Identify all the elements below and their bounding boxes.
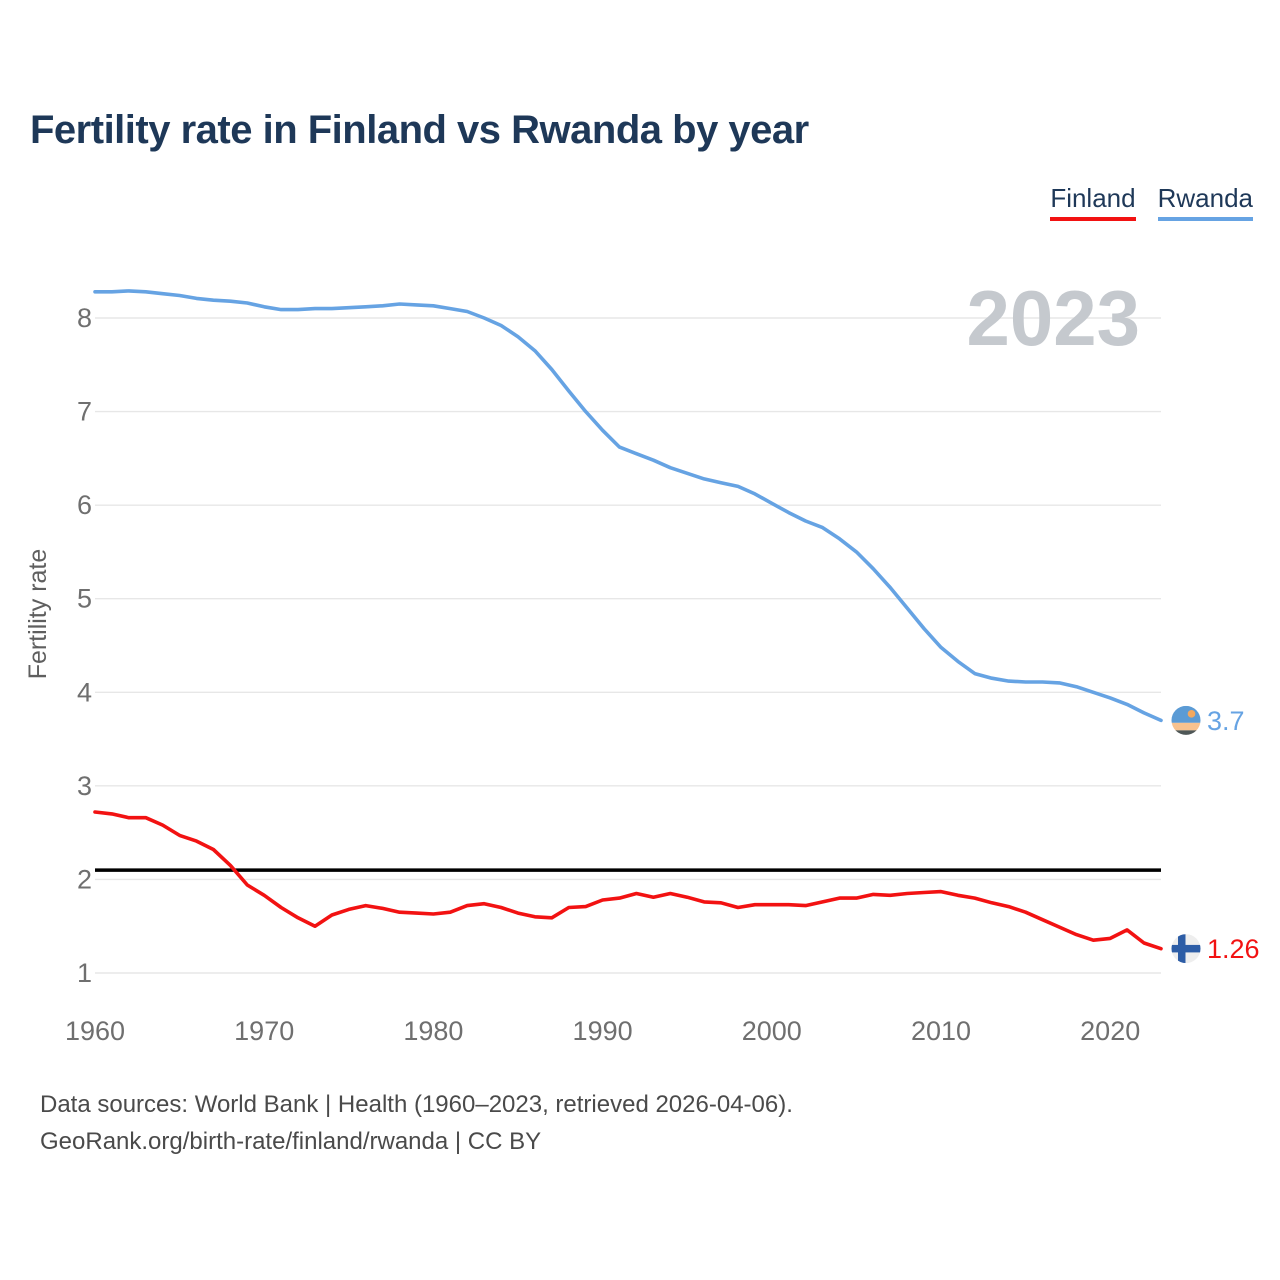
x-tick-label: 2000: [742, 1016, 802, 1046]
finland-flag-icon: [1171, 934, 1201, 964]
year-watermark: 2023: [966, 274, 1140, 362]
y-tick-label: 4: [77, 677, 92, 707]
legend-item-finland[interactable]: Finland: [1050, 184, 1136, 221]
y-tick-label: 1: [77, 958, 92, 988]
legend: Finland Rwanda: [1050, 184, 1253, 221]
y-tick-label: 6: [77, 490, 92, 520]
legend-item-rwanda[interactable]: Rwanda: [1157, 184, 1253, 221]
rwanda-flag-icon: [1171, 705, 1201, 735]
y-tick-label: 7: [77, 397, 92, 427]
footer-attribution: GeoRank.org/birth-rate/finland/rwanda | …: [40, 1128, 542, 1155]
x-tick-label: 1960: [65, 1016, 125, 1046]
y-tick-label: 8: [77, 303, 92, 333]
series-line-rwanda: [93, 289, 1163, 723]
y-axis-label: Fertility rate: [24, 549, 52, 680]
footer-data-sources: Data sources: World Bank | Health (1960–…: [40, 1091, 793, 1118]
x-tick-label: 1970: [234, 1016, 294, 1046]
series-line-finland: [93, 810, 1163, 951]
x-tick-label: 1980: [403, 1016, 463, 1046]
footer: Data sources: World Bank | Health (1960–…: [40, 1086, 793, 1160]
rwanda-end-value: 3.7: [1207, 706, 1245, 736]
x-tick-label: 2020: [1080, 1016, 1140, 1046]
finland-end-value: 1.26: [1207, 934, 1260, 964]
y-tick-label: 5: [77, 584, 92, 614]
y-tick-label: 2: [77, 864, 92, 894]
y-tick-label: 3: [77, 771, 92, 801]
x-tick-label: 1990: [573, 1016, 633, 1046]
page-title: Fertility rate in Finland vs Rwanda by y…: [30, 108, 809, 152]
x-tick-label: 2010: [911, 1016, 971, 1046]
